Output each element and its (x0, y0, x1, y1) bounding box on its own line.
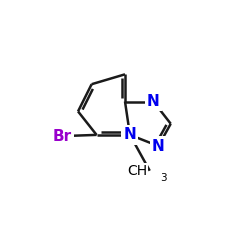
Text: N: N (147, 94, 160, 109)
Text: 3: 3 (160, 173, 167, 183)
Text: N: N (152, 138, 165, 154)
Text: CH: CH (127, 164, 147, 178)
Text: N: N (124, 128, 136, 142)
Text: Br: Br (52, 128, 72, 144)
